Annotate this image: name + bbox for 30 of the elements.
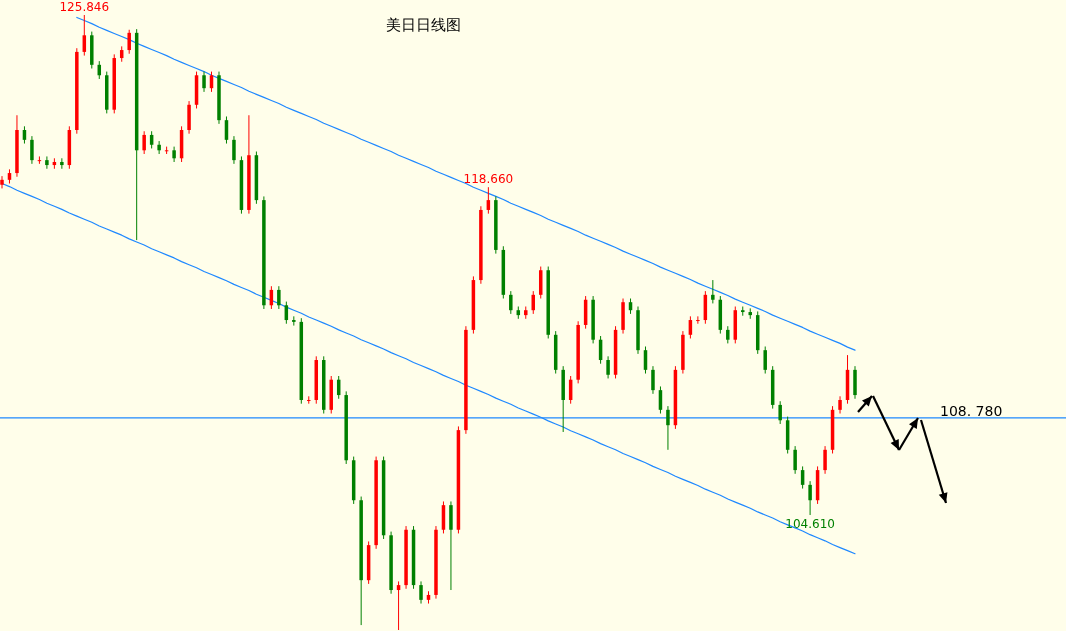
candlestick bbox=[763, 345, 767, 375]
candlestick bbox=[0, 175, 4, 189]
candlestick bbox=[172, 146, 176, 163]
candlestick bbox=[30, 135, 34, 165]
candlestick bbox=[157, 140, 161, 155]
annotation: 118.660 bbox=[463, 172, 514, 187]
candlestick bbox=[823, 445, 827, 475]
annotation: 108. 780 bbox=[940, 402, 1003, 419]
candlestick bbox=[838, 395, 842, 415]
candlestick bbox=[45, 155, 49, 170]
candlestick bbox=[808, 480, 812, 516]
chart-title: 美日日线图 bbox=[385, 16, 461, 34]
candlestick bbox=[778, 400, 782, 425]
candlestick bbox=[232, 135, 236, 165]
candlestick bbox=[793, 445, 797, 475]
candlestick bbox=[60, 157, 64, 170]
candlestick bbox=[127, 29, 131, 55]
candlestick bbox=[202, 71, 206, 93]
annotation: 125.846 bbox=[59, 0, 110, 14]
candlestick bbox=[509, 290, 513, 315]
candlestick bbox=[666, 405, 670, 451]
candlestick bbox=[142, 130, 146, 155]
candlestick bbox=[696, 315, 700, 325]
candlestick bbox=[606, 355, 610, 379]
annotation: 104.610 bbox=[785, 516, 835, 531]
candlestick bbox=[307, 395, 311, 405]
candlestick bbox=[711, 279, 715, 304]
candlestick bbox=[277, 285, 281, 310]
candlestick bbox=[419, 580, 423, 605]
candlestick bbox=[651, 365, 655, 395]
